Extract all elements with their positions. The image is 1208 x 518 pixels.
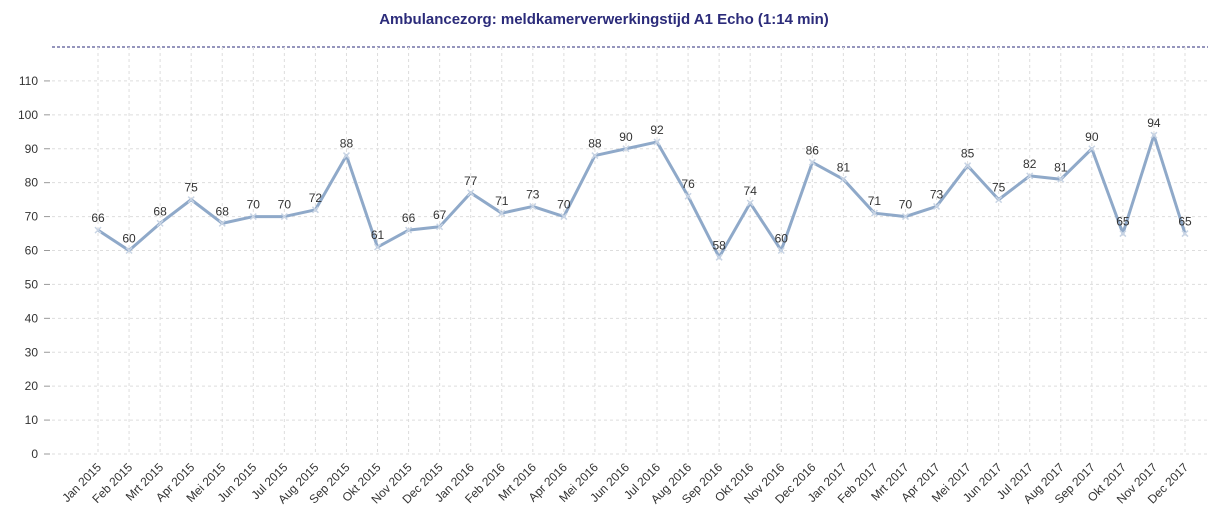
data-label: 68 (153, 204, 167, 218)
point-marker (125, 246, 133, 255)
data-label: 61 (371, 228, 385, 242)
point-marker (684, 192, 692, 200)
point-marker (808, 158, 816, 166)
y-tick-label: 40 (25, 311, 39, 325)
point-marker (1150, 131, 1158, 139)
point-marker (870, 209, 878, 217)
data-label: 70 (557, 198, 571, 212)
point-marker (498, 209, 506, 217)
point-marker (1119, 230, 1127, 238)
y-tick-label: 0 (31, 447, 38, 461)
data-label: 75 (992, 181, 1006, 195)
point-marker (591, 152, 599, 160)
data-label: 72 (309, 191, 323, 205)
point-marker (1088, 145, 1096, 153)
data-label: 58 (712, 238, 726, 252)
point-marker (746, 199, 754, 207)
point-marker (933, 202, 941, 210)
data-label: 66 (91, 211, 105, 225)
data-label: 70 (247, 198, 261, 212)
data-label: 94 (1147, 116, 1161, 130)
point-marker (311, 206, 319, 214)
data-label: 76 (681, 177, 695, 191)
data-label: 70 (278, 198, 292, 212)
point-marker (839, 175, 847, 183)
point-marker (249, 213, 257, 221)
y-tick-label: 80 (25, 176, 39, 190)
data-label: 71 (868, 194, 882, 208)
point-marker (1057, 175, 1065, 183)
data-label: 66 (402, 211, 416, 225)
data-label: 81 (837, 160, 851, 174)
y-tick-label: 100 (18, 108, 38, 122)
point-marker (1026, 172, 1034, 180)
data-label: 88 (340, 137, 354, 151)
y-tick-label: 90 (25, 142, 39, 156)
data-label: 75 (184, 181, 198, 195)
data-label: 86 (806, 143, 820, 157)
data-label: 70 (899, 198, 913, 212)
point-marker (560, 213, 568, 221)
data-label: 85 (961, 147, 975, 161)
point-marker (373, 243, 382, 251)
y-tick-label: 50 (25, 277, 39, 291)
point-marker (653, 138, 661, 146)
point-marker (156, 219, 164, 227)
point-marker (777, 246, 785, 255)
y-tick-label: 10 (25, 413, 39, 427)
point-marker (218, 219, 226, 227)
data-label: 90 (619, 130, 633, 144)
data-label: 65 (1116, 215, 1130, 229)
point-marker (187, 196, 195, 204)
data-label: 67 (433, 208, 447, 222)
point-marker (342, 152, 350, 160)
point-marker (467, 189, 475, 197)
point-marker (901, 213, 910, 221)
data-label: 92 (650, 123, 664, 137)
data-label: 90 (1085, 130, 1099, 144)
point-marker (1181, 230, 1189, 238)
data-label: 73 (526, 187, 540, 201)
point-marker (964, 162, 972, 170)
data-label: 60 (122, 232, 136, 246)
point-marker (405, 226, 413, 234)
point-marker (715, 253, 723, 261)
y-tick-label: 110 (19, 74, 38, 88)
y-tick-label: 70 (25, 210, 39, 224)
data-label: 60 (775, 232, 789, 246)
point-marker (436, 223, 444, 231)
y-tick-label: 30 (25, 345, 39, 359)
data-label: 74 (744, 184, 758, 198)
point-marker (529, 202, 537, 210)
y-tick-label: 20 (25, 379, 39, 393)
point-marker (995, 196, 1003, 204)
point-marker (622, 145, 630, 153)
data-label: 68 (216, 204, 230, 218)
series-line (97, 133, 1187, 259)
data-label: 71 (495, 194, 509, 208)
data-label: 77 (464, 174, 478, 188)
chart-title: Ambulancezorg: meldkamerverwerkingstijd … (379, 11, 829, 28)
y-tick-label: 60 (25, 244, 39, 258)
data-label: 65 (1178, 215, 1192, 229)
point-marker (280, 213, 288, 221)
data-label: 82 (1023, 157, 1037, 171)
point-marker (94, 226, 102, 234)
data-label: 88 (588, 137, 602, 151)
data-label: 73 (930, 187, 944, 201)
data-label: 81 (1054, 160, 1068, 174)
